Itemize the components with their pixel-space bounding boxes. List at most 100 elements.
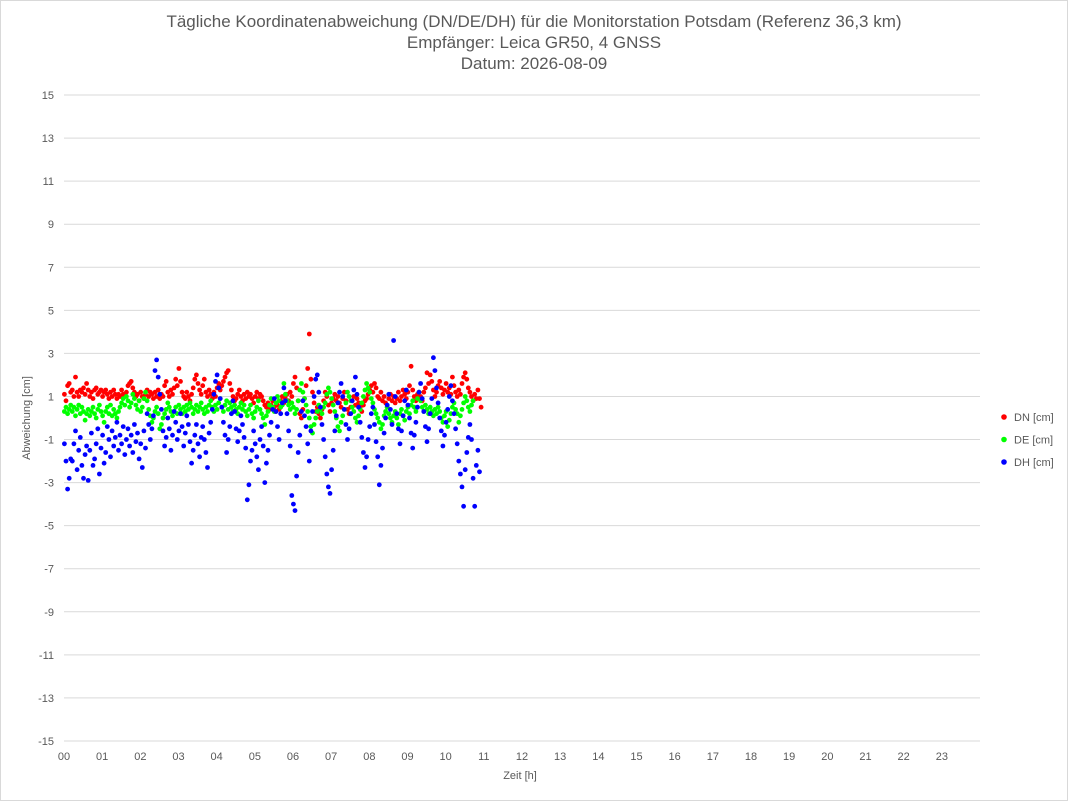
data-point: [174, 383, 180, 389]
data-point: [367, 424, 373, 429]
data-point: [305, 409, 311, 414]
data-point: [163, 379, 169, 384]
data-point: [388, 407, 393, 412]
data-point: [232, 409, 238, 414]
data-point: [116, 409, 121, 414]
chart-subtitle-receiver: Empfänger: Leica GR50, 4 GNSS: [406, 33, 662, 52]
data-point: [407, 411, 412, 417]
y-tick-label: -13: [38, 693, 54, 705]
data-point: [343, 422, 349, 427]
data-point: [469, 437, 474, 442]
data-point: [335, 400, 341, 406]
data-point: [90, 404, 96, 410]
data-point: [459, 407, 465, 412]
data-point: [299, 381, 304, 386]
data-point: [372, 381, 377, 386]
data-point: [450, 398, 455, 404]
data-point: [294, 407, 299, 412]
data-point: [357, 419, 363, 425]
data-point: [376, 482, 382, 488]
data-point: [84, 443, 89, 449]
x-tick-label: 06: [287, 751, 299, 763]
data-point: [413, 419, 419, 425]
data-point: [294, 473, 299, 479]
data-point: [383, 415, 388, 421]
data-point: [136, 398, 142, 404]
data-point: [473, 463, 479, 468]
data-point: [147, 437, 153, 442]
data-point: [114, 415, 120, 421]
x-axis-ticks: 00 01 02 03 04 05 06 07 08 09 10 11 12 13 14 15 16 17 18 19…: [58, 751, 948, 763]
data-point: [194, 422, 199, 427]
data-point: [305, 366, 311, 371]
data-point: [403, 387, 409, 393]
data-point: [423, 402, 428, 408]
data-point: [65, 486, 70, 492]
data-point: [478, 404, 484, 410]
series-de: [62, 381, 476, 436]
data-point: [464, 376, 470, 382]
data-point: [333, 413, 339, 419]
data-point: [241, 435, 247, 440]
data-point: [289, 394, 295, 399]
data-point: [101, 419, 107, 425]
data-point: [438, 428, 444, 434]
x-tick-label: 02: [134, 751, 146, 763]
data-point: [291, 381, 296, 386]
data-point: [138, 441, 144, 447]
data-point: [93, 441, 99, 447]
data-point: [311, 422, 317, 427]
data-point: [109, 428, 115, 434]
y-tick-label: 1: [48, 391, 54, 403]
data-point: [232, 402, 238, 408]
data-point: [128, 400, 134, 406]
data-point: [303, 383, 309, 389]
data-point: [330, 402, 336, 408]
y-tick-label: 13: [42, 133, 54, 145]
data-point: [462, 394, 468, 399]
data-point: [292, 411, 298, 417]
data-point: [120, 424, 126, 429]
data-point: [146, 407, 152, 412]
data-point: [190, 385, 196, 391]
data-point: [427, 372, 433, 378]
series-dh: [62, 338, 482, 513]
data-point: [411, 432, 417, 438]
data-point: [472, 391, 478, 397]
data-point: [281, 381, 287, 386]
data-point: [182, 430, 188, 436]
data-point: [394, 411, 400, 417]
data-point: [340, 413, 346, 419]
data-point: [155, 387, 161, 393]
data-point: [359, 435, 365, 440]
data-point: [122, 402, 128, 408]
data-point: [97, 402, 102, 408]
data-point: [329, 467, 334, 473]
data-point: [66, 381, 72, 386]
data-point: [318, 415, 323, 421]
data-point: [178, 379, 183, 384]
data-point: [181, 443, 187, 449]
data-point: [370, 404, 376, 410]
data-point: [114, 419, 120, 425]
data-point: [361, 394, 366, 399]
data-point: [65, 411, 70, 417]
x-tick-label: 03: [172, 751, 184, 763]
data-point: [178, 411, 183, 417]
data-point: [440, 391, 446, 397]
data-point: [260, 398, 266, 404]
data-point: [356, 413, 361, 419]
data-point: [127, 443, 132, 449]
data-point: [408, 363, 414, 369]
data-point: [124, 389, 129, 395]
data-point: [368, 411, 374, 417]
data-point: [227, 424, 233, 429]
data-point: [166, 404, 172, 410]
data-point: [82, 452, 88, 457]
data-point: [434, 385, 439, 391]
data-point: [289, 400, 295, 406]
data-point: [205, 465, 210, 470]
x-tick-label: 01: [96, 751, 108, 763]
data-point: [340, 394, 346, 399]
data-point: [284, 411, 290, 417]
